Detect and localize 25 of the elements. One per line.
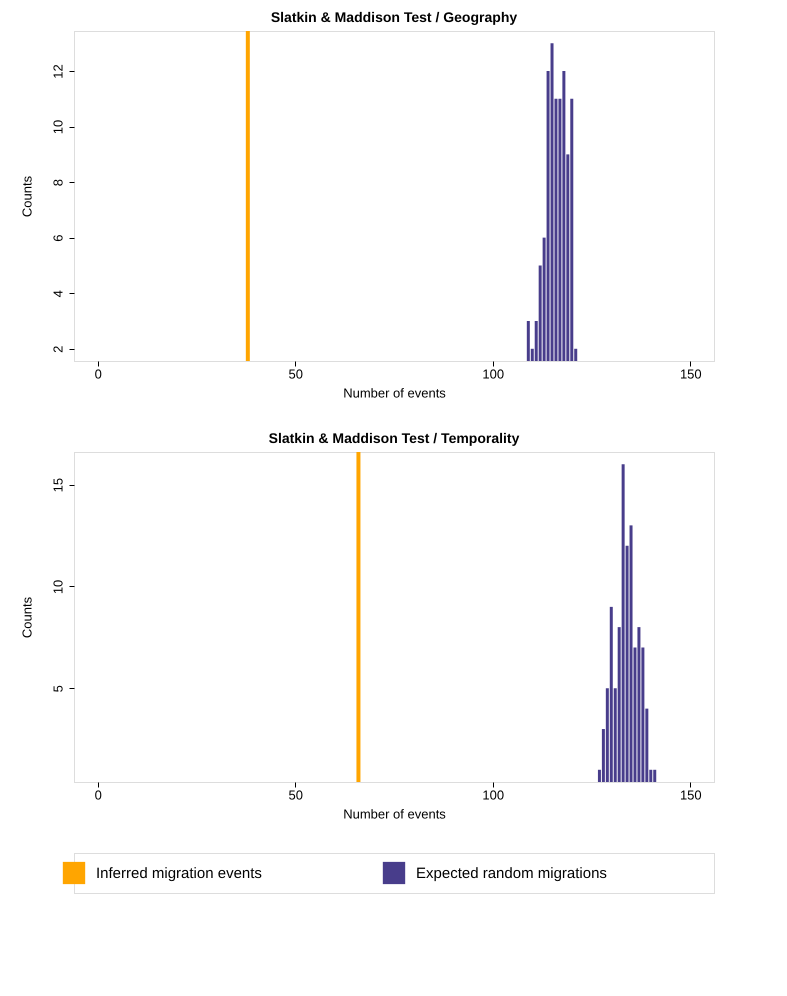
x-tick-label: 0 [94, 366, 102, 382]
x-tick-label: 150 [680, 366, 702, 382]
y-axis-title: Counts [20, 596, 34, 638]
chart-title: Slatkin & Maddison Test / Temporality [268, 430, 520, 446]
y-tick-label: 5 [50, 685, 66, 692]
y-tick-label: 10 [50, 580, 66, 594]
y-tick-label: 2 [50, 346, 66, 353]
y-tick-label: 12 [50, 64, 66, 79]
chart-title: Slatkin & Maddison Test / Geography [270, 9, 518, 25]
y-tick-label: 15 [50, 478, 66, 492]
x-tick-label: 100 [482, 788, 504, 802]
y-axis-title: Counts [20, 175, 34, 218]
x-tick-label: 50 [288, 366, 303, 382]
y-tick-label: 4 [50, 290, 66, 298]
x-tick-label: 100 [482, 366, 504, 382]
x-axis-title: Number of events [343, 806, 446, 822]
x-tick-label: 150 [680, 788, 702, 802]
legend-label: Expected random migrations [416, 865, 607, 882]
x-tick-label: 50 [288, 788, 303, 802]
y-tick-label: 10 [50, 120, 66, 134]
x-axis-title: Number of events [343, 386, 446, 400]
y-tick-label: 6 [50, 234, 66, 242]
legend-label: Inferred migration events [96, 865, 262, 882]
y-tick-label: 8 [50, 178, 66, 186]
x-tick-label: 0 [94, 788, 102, 802]
